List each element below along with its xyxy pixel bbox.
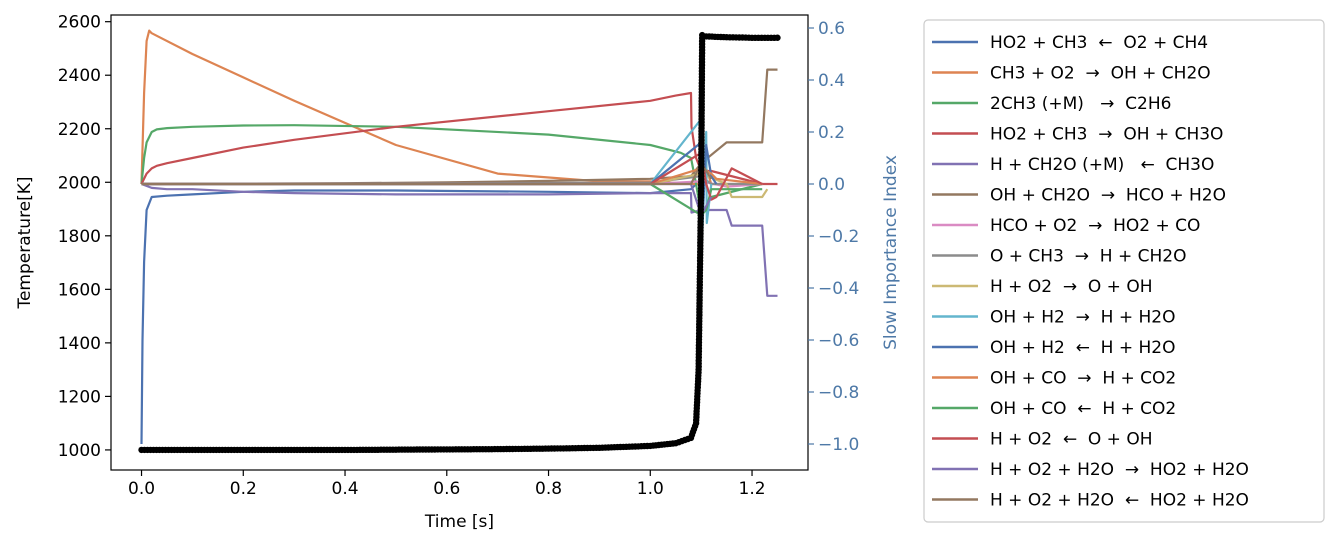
y-left-tick-label: 1800 — [58, 227, 101, 247]
plot-area — [110, 14, 809, 471]
y-left-tick-label: 1600 — [58, 280, 101, 300]
legend: HO2 + CH3 ← O2 + CH4 CH3 + O2 → OH + CH2O… — [923, 19, 1325, 523]
legend-label: H + CH2O (+M) ← CH3O — [990, 155, 1214, 175]
x-tick-label: 1.2 — [739, 479, 766, 499]
legend-label: O + CH3 → H + CH2O — [990, 247, 1186, 267]
series-line-4 — [140, 91, 778, 186]
legend-label: HO2 + CH3 → OH + CH3O — [990, 125, 1223, 145]
y-left-tick-label: 2400 — [58, 66, 101, 86]
legend-label: CH3 + O2 → OH + CH2O — [990, 64, 1211, 84]
series-layer — [140, 29, 778, 445]
legend-label: HCO + O2 → HO2 + CO — [990, 216, 1200, 236]
legend-label: OH + H2 ← H + H2O — [990, 338, 1176, 358]
legend-items: HO2 + CH3 ← O2 + CH4 CH3 + O2 → OH + CH2O… — [932, 33, 1249, 511]
y-left-tick-label: 2000 — [58, 173, 101, 193]
temperature-layer — [138, 31, 781, 454]
y-right-tick-label: 0.6 — [818, 19, 845, 39]
legend-label: 2CH3 (+M) → C2H6 — [990, 94, 1171, 114]
series-line-13 — [141, 182, 763, 217]
x-tick-label: 0.0 — [128, 479, 155, 499]
x-tick-label: 0.4 — [332, 479, 359, 499]
y-left-tick-label: 2200 — [58, 120, 101, 140]
series-line-1 — [140, 182, 705, 445]
y-right-tick-label: 0.0 — [818, 175, 845, 195]
series-line-11 — [141, 141, 718, 238]
y-left-axis-ticks: 1000 1200 1400 1600 1800 2000 2200 2400 2600 — [58, 13, 111, 461]
x-tick-label: 0.6 — [433, 479, 460, 499]
x-axis-label: Time [s] — [424, 512, 494, 532]
series-line-5 — [141, 182, 778, 297]
y-left-tick-label: 2600 — [58, 13, 101, 33]
y-left-tick-label: 1400 — [58, 334, 101, 354]
legend-label: H + O2 + H2O ← HO2 + H2O — [990, 491, 1249, 511]
y-right-tick-label: −0.2 — [818, 227, 859, 247]
series-line-15 — [141, 182, 713, 217]
y-right-tick-label: 0.4 — [818, 71, 845, 91]
y-right-axis-ticks: −1.0 −0.8 −0.6 −0.4 −0.2 0.0 0.2 0.4 0.6 — [808, 19, 859, 455]
series-line-3 — [140, 124, 763, 217]
y-right-tick-label: −1.0 — [818, 435, 859, 455]
legend-label: OH + H2 → H + H2O — [990, 308, 1176, 328]
y-right-tick-label: 0.2 — [818, 123, 845, 143]
legend-label: OH + CO → H + CO2 — [990, 369, 1176, 389]
y-left-tick-label: 1000 — [58, 441, 101, 461]
legend-label: H + O2 ← O + OH — [990, 430, 1153, 450]
temperature-marker — [774, 34, 781, 41]
y-right-axis-label: Slow Importance Index — [881, 155, 901, 350]
y-right-tick-label: −0.4 — [818, 279, 859, 299]
y-right-tick-label: −0.6 — [818, 331, 859, 351]
legend-label: HO2 + CH3 ← O2 + CH4 — [990, 33, 1208, 53]
legend-box — [923, 19, 1325, 523]
temperature-line — [141, 32, 778, 452]
legend-label: OH + CO ← H + CO2 — [990, 399, 1176, 419]
plot-frame — [110, 14, 809, 471]
y-left-tick-label: 1200 — [58, 387, 101, 407]
series-line-6 — [141, 68, 778, 186]
x-axis-ticks: 0.0 0.2 0.4 0.6 0.8 1.0 1.2 — [128, 470, 766, 499]
x-tick-label: 0.8 — [535, 479, 562, 499]
legend-label: H + O2 + H2O → HO2 + H2O — [990, 460, 1249, 480]
y-left-axis-label: Temperature[K] — [15, 176, 35, 309]
y-right-tick-label: −0.8 — [818, 383, 859, 403]
legend-label: H + O2 → O + OH — [990, 277, 1153, 297]
x-tick-label: 0.2 — [230, 479, 257, 499]
legend-label: OH + CH2O → HCO + H2O — [990, 186, 1226, 206]
x-tick-label: 1.0 — [637, 479, 664, 499]
